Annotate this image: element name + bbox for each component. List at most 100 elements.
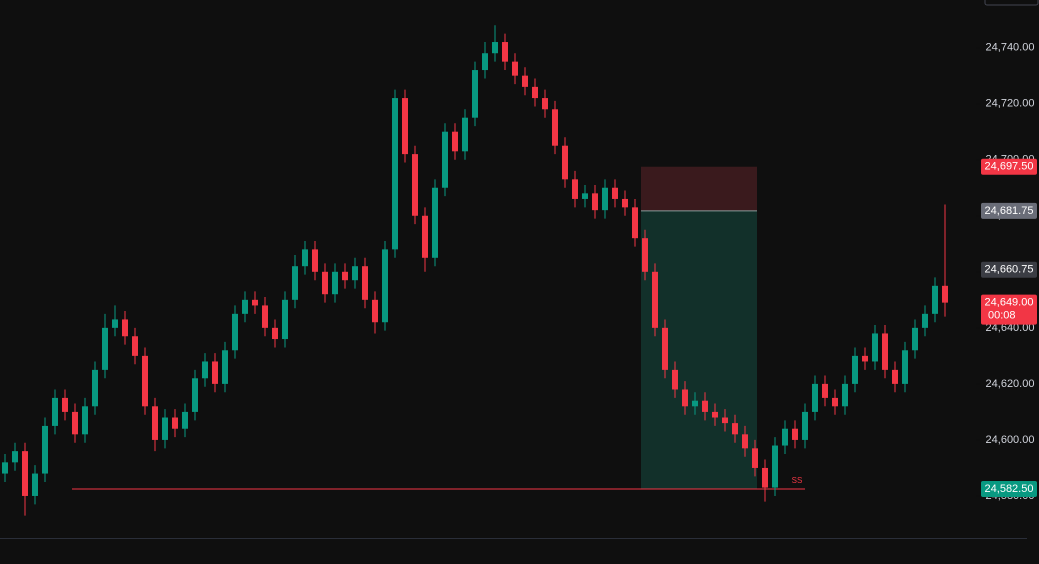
- candle-body: [862, 355, 868, 362]
- candle-body: [302, 249, 308, 267]
- candle-body: [612, 187, 618, 199]
- candle-body: [12, 451, 18, 463]
- candle-body: [32, 473, 38, 496]
- candle-body: [382, 249, 388, 323]
- candle-body: [482, 53, 488, 71]
- y-tick-label: 24,720.00: [986, 98, 1035, 110]
- price-label-box: [981, 202, 1037, 219]
- candle-body: [782, 428, 788, 446]
- y-tick-label: 24,620.00: [986, 378, 1035, 390]
- candle-body: [852, 355, 858, 384]
- candle-body: [292, 266, 298, 300]
- candle-body: [702, 400, 708, 412]
- candle-body: [812, 383, 818, 412]
- candle-body: [402, 98, 408, 155]
- candle-body: [872, 333, 878, 362]
- candle-body: [822, 383, 828, 398]
- target-zone: [641, 210, 757, 489]
- candle-body: [512, 61, 518, 76]
- candle-body: [202, 361, 208, 379]
- candle-body: [662, 327, 668, 370]
- y-tick-label: 24,640.00: [986, 322, 1035, 334]
- candle-body: [882, 333, 888, 370]
- price-label-box: [981, 158, 1037, 175]
- candle-body: [142, 355, 148, 407]
- candle-body: [602, 187, 608, 211]
- candle-body: [62, 397, 68, 412]
- candle-body: [542, 98, 548, 110]
- candle-body: [892, 369, 898, 384]
- candle-body: [492, 42, 498, 54]
- candle-body: [122, 319, 128, 337]
- price-label-box: [981, 480, 1037, 497]
- y-tick-label: 24,600.00: [986, 434, 1035, 446]
- candle-body: [422, 215, 428, 258]
- candle-body: [192, 378, 198, 412]
- candle-body: [392, 98, 398, 250]
- candle-body: [412, 154, 418, 216]
- candle-body: [332, 271, 338, 295]
- candle-body: [82, 406, 88, 435]
- candle-body: [912, 327, 918, 351]
- candle-body: [322, 271, 328, 295]
- price-label: 24,582.50: [985, 483, 1034, 495]
- candle-body: [522, 75, 528, 87]
- candle-body: [562, 145, 568, 180]
- candle-body: [352, 266, 358, 281]
- countdown: 00:08: [988, 310, 1016, 322]
- candle-body: [172, 417, 178, 429]
- candle-body: [652, 271, 658, 328]
- candle-body: [582, 193, 588, 199]
- candle-body: [682, 389, 688, 407]
- candle-body: [212, 361, 218, 384]
- stop-zone: [641, 166, 757, 211]
- candle-body: [722, 417, 728, 424]
- price-label: 24,681.75: [985, 205, 1034, 217]
- level-label: SS: [792, 476, 803, 485]
- candle-body: [502, 42, 508, 62]
- candle-body: [712, 411, 718, 418]
- candle-body: [312, 249, 318, 272]
- candle-body: [472, 70, 478, 118]
- candle-body: [102, 327, 108, 370]
- price-label: 24,660.75: [985, 264, 1034, 276]
- candle-body: [72, 411, 78, 435]
- candle-body: [22, 451, 28, 496]
- candle-body: [2, 462, 8, 474]
- candle-body: [342, 271, 348, 281]
- candle-body: [672, 369, 678, 390]
- candle-body: [802, 411, 808, 440]
- price-label-box: [981, 294, 1037, 325]
- candle-body: [442, 131, 448, 188]
- candle-body: [132, 336, 138, 356]
- candle-body: [792, 428, 798, 440]
- candle-body: [902, 350, 908, 384]
- candle-body: [832, 397, 838, 407]
- candle-body: [262, 305, 268, 328]
- candle-body: [362, 266, 368, 300]
- candle-body: [462, 117, 468, 152]
- corner-button: [984, 0, 1039, 6]
- candle-body: [762, 467, 768, 488]
- candle-body: [282, 299, 288, 340]
- candle-body: [572, 179, 578, 199]
- candle-body: [242, 299, 248, 314]
- candle-body: [642, 238, 648, 272]
- candle-body: [752, 448, 758, 468]
- candle-body: [942, 285, 948, 303]
- candle-body: [162, 417, 168, 440]
- candle-body: [532, 86, 538, 99]
- price-label: 24,697.50: [985, 161, 1034, 173]
- candle-body: [112, 319, 118, 328]
- candle-body: [152, 406, 158, 440]
- price-label: 24,649.00: [985, 297, 1034, 309]
- y-tick-label: 24,740.00: [986, 42, 1035, 54]
- candle-body: [742, 434, 748, 449]
- candle-body: [372, 299, 378, 323]
- candle-body: [552, 109, 558, 146]
- candle-body: [772, 445, 778, 488]
- candle-body: [222, 350, 228, 384]
